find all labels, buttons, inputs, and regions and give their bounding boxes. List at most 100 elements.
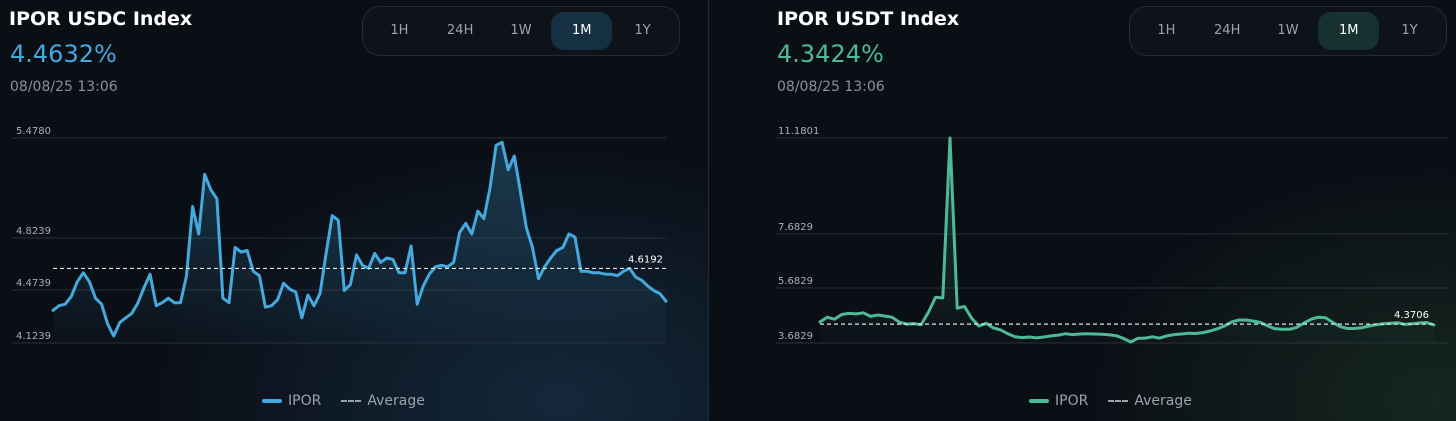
- data-point[interactable]: [1158, 337, 1161, 340]
- data-point[interactable]: [555, 249, 558, 252]
- data-point[interactable]: [143, 286, 146, 289]
- data-point[interactable]: [1006, 332, 1009, 335]
- data-point[interactable]: [999, 328, 1002, 331]
- data-point[interactable]: [1281, 328, 1284, 331]
- data-point[interactable]: [337, 219, 340, 222]
- data-point[interactable]: [221, 297, 224, 300]
- data-point[interactable]: [325, 252, 328, 255]
- data-point[interactable]: [1209, 330, 1212, 333]
- tab-24h[interactable]: 24H: [447, 23, 474, 38]
- data-point[interactable]: [634, 276, 637, 279]
- data-point[interactable]: [1107, 333, 1110, 336]
- data-point[interactable]: [622, 270, 625, 273]
- data-point[interactable]: [658, 292, 661, 295]
- data-point[interactable]: [203, 173, 206, 176]
- data-point[interactable]: [1194, 332, 1197, 335]
- data-point[interactable]: [610, 273, 613, 276]
- data-point[interactable]: [934, 296, 937, 299]
- data-point[interactable]: [1079, 333, 1082, 336]
- data-point[interactable]: [898, 321, 901, 324]
- data-point[interactable]: [1310, 318, 1313, 321]
- data-point[interactable]: [1187, 332, 1190, 335]
- data-point[interactable]: [1021, 336, 1024, 339]
- data-point[interactable]: [833, 318, 836, 321]
- data-point[interactable]: [665, 300, 668, 303]
- data-point[interactable]: [1223, 325, 1226, 328]
- data-point[interactable]: [884, 315, 887, 318]
- data-point[interactable]: [616, 274, 619, 277]
- series-line-ipor[interactable]: [51, 140, 668, 338]
- data-point[interactable]: [155, 304, 158, 307]
- data-point[interactable]: [519, 190, 522, 193]
- data-point[interactable]: [167, 297, 170, 300]
- data-point[interactable]: [137, 301, 140, 304]
- data-point[interactable]: [1093, 333, 1096, 336]
- data-point[interactable]: [1129, 341, 1132, 344]
- data-point[interactable]: [1266, 325, 1269, 328]
- data-point[interactable]: [149, 273, 152, 276]
- data-point[interactable]: [525, 226, 528, 229]
- data-point[interactable]: [840, 313, 843, 316]
- data-point[interactable]: [64, 303, 67, 306]
- data-point[interactable]: [1136, 337, 1139, 340]
- data-point[interactable]: [58, 304, 61, 307]
- data-point[interactable]: [1216, 327, 1219, 330]
- data-point[interactable]: [82, 271, 85, 274]
- data-point[interactable]: [197, 233, 200, 236]
- data-point[interactable]: [495, 144, 498, 147]
- data-point[interactable]: [1252, 320, 1255, 323]
- data-point[interactable]: [604, 273, 607, 276]
- data-point[interactable]: [349, 283, 352, 286]
- tab-1w[interactable]: 1W: [1277, 23, 1299, 38]
- data-point[interactable]: [1173, 333, 1176, 336]
- tab-24h[interactable]: 24H: [1214, 23, 1241, 38]
- data-point[interactable]: [1201, 331, 1204, 334]
- data-point[interactable]: [1288, 328, 1291, 331]
- data-point[interactable]: [1042, 336, 1045, 339]
- data-point[interactable]: [464, 222, 467, 225]
- data-point[interactable]: [869, 315, 872, 318]
- data-point[interactable]: [1238, 319, 1241, 322]
- data-point[interactable]: [561, 246, 564, 249]
- data-point[interactable]: [398, 271, 401, 274]
- data-point[interactable]: [537, 277, 540, 280]
- data-point[interactable]: [319, 292, 322, 295]
- data-point[interactable]: [100, 303, 103, 306]
- data-point[interactable]: [458, 231, 461, 234]
- data-point[interactable]: [76, 280, 79, 283]
- data-point[interactable]: [941, 297, 944, 300]
- legend-series-label[interactable]: IPOR: [288, 393, 322, 409]
- data-point[interactable]: [452, 261, 455, 264]
- data-point[interactable]: [1144, 337, 1147, 340]
- data-point[interactable]: [288, 288, 291, 291]
- data-point[interactable]: [1317, 316, 1320, 319]
- data-point[interactable]: [1014, 335, 1017, 338]
- data-point[interactable]: [1368, 325, 1371, 328]
- data-point[interactable]: [173, 301, 176, 304]
- data-point[interactable]: [470, 233, 473, 236]
- data-point[interactable]: [1122, 337, 1125, 340]
- data-point[interactable]: [1245, 319, 1248, 322]
- data-point[interactable]: [52, 309, 55, 312]
- data-point[interactable]: [258, 274, 261, 277]
- data-point[interactable]: [1057, 334, 1060, 337]
- data-point[interactable]: [1064, 332, 1067, 335]
- series-line-ipor[interactable]: [818, 136, 1436, 344]
- data-point[interactable]: [891, 316, 894, 319]
- data-point[interactable]: [927, 311, 930, 314]
- data-point[interactable]: [106, 322, 109, 325]
- data-point[interactable]: [209, 188, 212, 191]
- data-point[interactable]: [391, 258, 394, 261]
- data-point[interactable]: [300, 316, 303, 319]
- data-point[interactable]: [476, 210, 479, 213]
- data-point[interactable]: [215, 197, 218, 200]
- data-point[interactable]: [331, 214, 334, 217]
- data-point[interactable]: [646, 285, 649, 288]
- data-point[interactable]: [592, 271, 595, 274]
- data-point[interactable]: [819, 320, 822, 323]
- tab-1w[interactable]: 1W: [510, 23, 532, 38]
- data-point[interactable]: [1115, 334, 1118, 337]
- tab-1h[interactable]: 1H: [390, 23, 409, 38]
- data-point[interactable]: [428, 273, 431, 276]
- legend-average-label[interactable]: Average: [367, 393, 425, 409]
